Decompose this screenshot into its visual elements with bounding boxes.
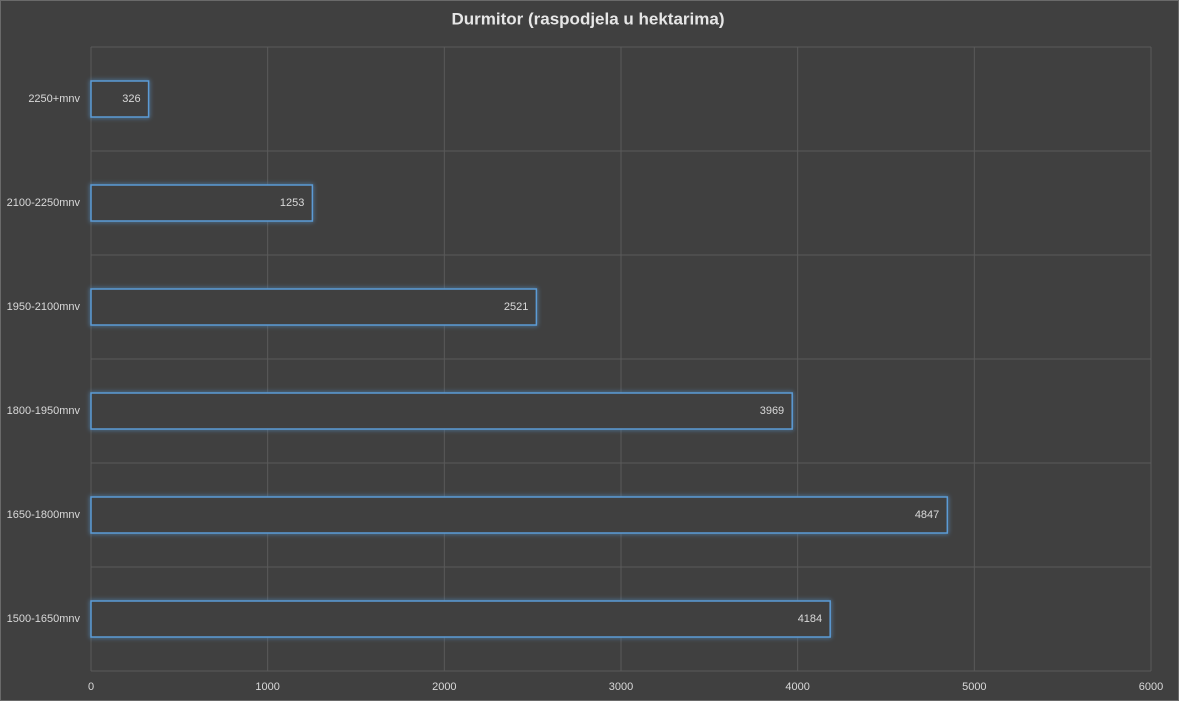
data-label: 2521 (504, 301, 528, 313)
data-label: 326 (122, 93, 140, 105)
data-label: 1253 (280, 197, 304, 209)
y-tick-label: 1800-1950mnv (7, 405, 81, 417)
y-tick-label: 1950-2100mnv (7, 301, 81, 313)
x-tick-label: 4000 (785, 681, 809, 693)
bar (90, 496, 949, 534)
y-tick-label: 1500-1650mnv (7, 613, 81, 625)
chart-title: Durmitor (raspodjela u hektarima) (451, 9, 724, 28)
data-label: 4847 (915, 509, 939, 521)
data-label: 4184 (798, 613, 822, 625)
y-tick-label: 1650-1800mnv (7, 509, 81, 521)
bar (90, 288, 538, 326)
bar (90, 184, 314, 222)
data-label: 3969 (760, 405, 784, 417)
bar (90, 600, 831, 638)
x-tick-label: 0 (88, 681, 94, 693)
y-tick-label: 2250+mnv (28, 93, 80, 105)
x-tick-label: 2000 (432, 681, 456, 693)
bar (90, 80, 150, 118)
x-tick-label: 1000 (255, 681, 279, 693)
y-tick-label: 2100-2250mnv (7, 197, 81, 209)
x-tick-label: 6000 (1139, 681, 1163, 693)
x-tick-label: 3000 (609, 681, 633, 693)
bar (90, 392, 793, 430)
x-tick-label: 5000 (962, 681, 986, 693)
